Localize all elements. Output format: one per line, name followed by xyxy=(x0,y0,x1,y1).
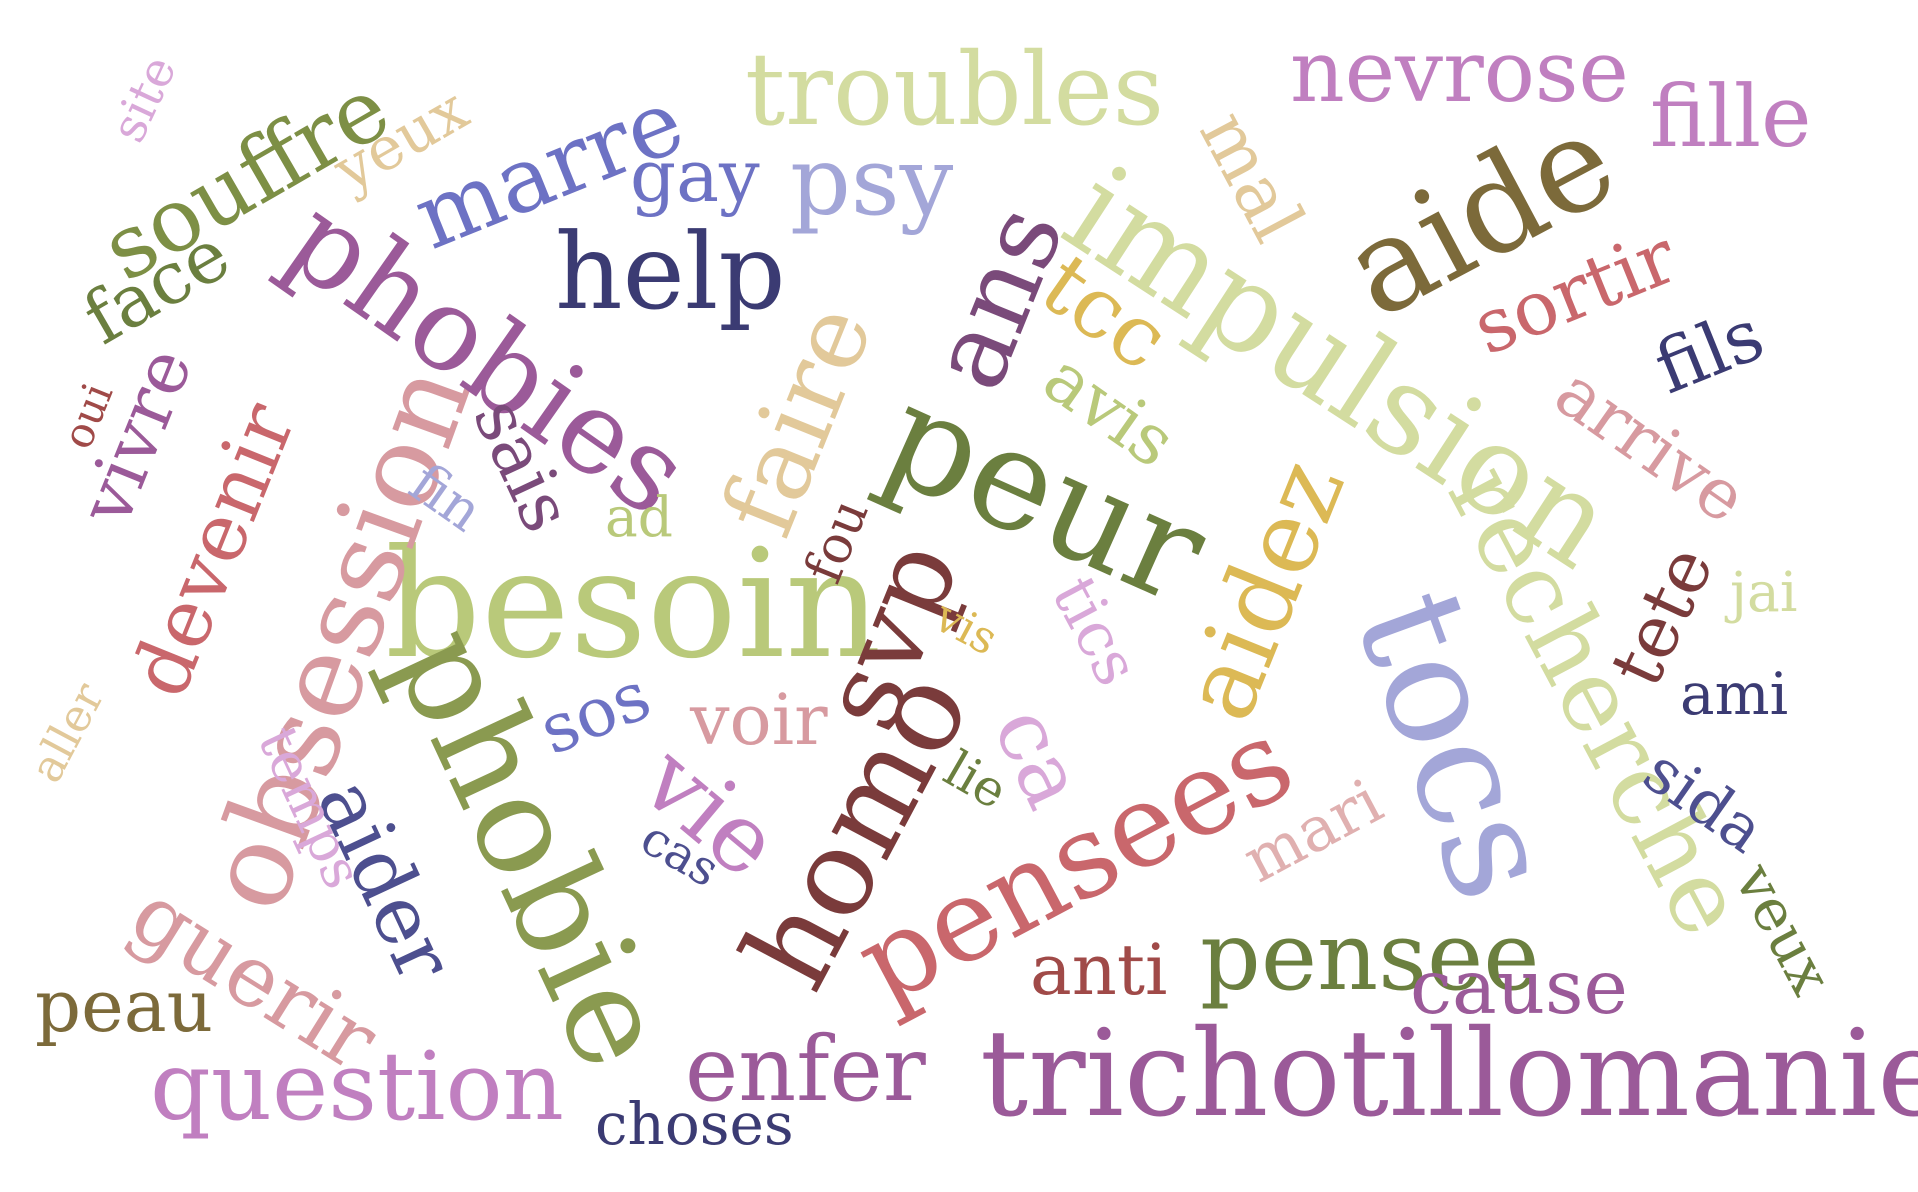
word-fils: fils xyxy=(1643,291,1775,411)
word-psy: psy xyxy=(790,127,954,237)
word-pensee: pensee xyxy=(1200,902,1540,1012)
word-trichotillomanie: trichotillomanie xyxy=(980,1005,1918,1144)
word-ad: ad xyxy=(605,485,673,549)
word-troubles: troubles xyxy=(745,31,1165,148)
word-voir: voir xyxy=(690,679,828,761)
word-face: face xyxy=(69,211,244,361)
word-besoin: besoin xyxy=(385,518,882,692)
word-anti: anti xyxy=(1030,929,1168,1011)
word-jai: jai xyxy=(1730,560,1798,624)
word-gay: gay xyxy=(630,134,760,218)
word-veux: veux xyxy=(1721,852,1846,1006)
word-help: help xyxy=(555,211,786,333)
word-site: site xyxy=(99,47,188,151)
word-nevrose: nevrose xyxy=(1290,23,1629,122)
word-question: question xyxy=(150,1032,564,1142)
word-choses: choses xyxy=(595,1090,794,1158)
word-fille: fille xyxy=(1650,68,1812,167)
word-peau: peau xyxy=(35,964,213,1048)
word-enfer: enfer xyxy=(685,1017,926,1122)
word-ami: ami xyxy=(1680,660,1789,728)
word-cause: cause xyxy=(1410,943,1628,1031)
word-aller: aller xyxy=(19,674,115,791)
